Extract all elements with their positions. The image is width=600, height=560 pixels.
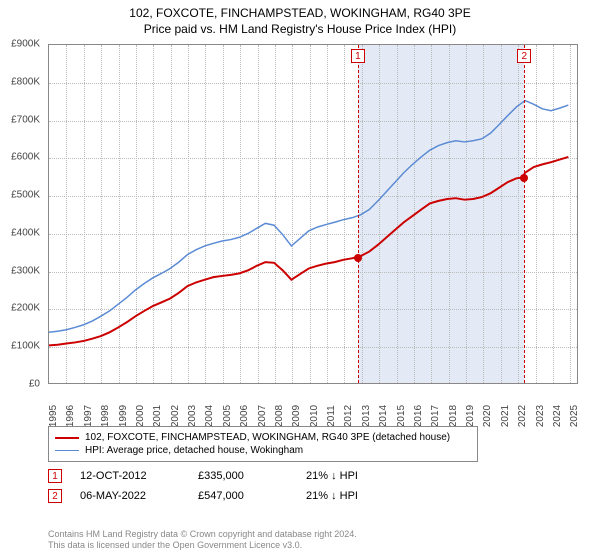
legend-label: HPI: Average price, detached house, Woki…	[85, 445, 303, 456]
x-tick-label: 2016	[413, 405, 424, 427]
x-tick-label: 2004	[204, 405, 215, 427]
y-tick-label: £300K	[11, 265, 40, 276]
x-tick-label: 2020	[482, 405, 493, 427]
x-tick-label: 2014	[378, 405, 389, 427]
legend-swatch	[55, 450, 79, 451]
x-tick-label: 1995	[48, 405, 59, 427]
chart-title: 102, FOXCOTE, FINCHAMPSTEAD, WOKINGHAM, …	[0, 0, 600, 20]
y-tick-label: £800K	[11, 76, 40, 87]
x-tick-label: 2008	[274, 405, 285, 427]
y-tick-label: £600K	[11, 152, 40, 163]
legend-item: HPI: Average price, detached house, Woki…	[55, 444, 471, 457]
x-tick-label: 2001	[152, 405, 163, 427]
x-tick-label: 1996	[65, 405, 76, 427]
x-tick-label: 2021	[500, 405, 511, 427]
footer-line-2: This data is licensed under the Open Gov…	[48, 540, 357, 552]
x-tick-label: 2003	[187, 405, 198, 427]
transaction-date: 06-MAY-2022	[80, 490, 180, 502]
marker-label-box: 2	[517, 49, 531, 63]
x-tick-label: 2019	[465, 405, 476, 427]
x-tick-label: 2023	[535, 405, 546, 427]
x-tick-label: 2024	[552, 405, 563, 427]
x-tick-label: 2006	[239, 405, 250, 427]
transaction-row: 1 12-OCT-2012 £335,000 21% ↓ HPI	[48, 466, 558, 486]
x-tick-label: 2013	[361, 405, 372, 427]
x-tick-label: 1999	[118, 405, 129, 427]
x-tick-label: 2007	[257, 405, 268, 427]
x-tick-label: 2018	[448, 405, 459, 427]
legend: 102, FOXCOTE, FINCHAMPSTEAD, WOKINGHAM, …	[48, 426, 478, 462]
chart-container: 102, FOXCOTE, FINCHAMPSTEAD, WOKINGHAM, …	[0, 0, 600, 560]
transaction-table: 1 12-OCT-2012 £335,000 21% ↓ HPI 2 06-MAY-202…	[48, 466, 558, 506]
transaction-change: 21% ↓ HPI	[306, 490, 406, 502]
legend-item: 102, FOXCOTE, FINCHAMPSTEAD, WOKINGHAM, …	[55, 431, 471, 444]
y-tick-label: £100K	[11, 341, 40, 352]
x-tick-label: 1998	[100, 405, 111, 427]
x-tick-label: 2015	[396, 405, 407, 427]
transaction-marker: 1	[48, 469, 62, 483]
marker-dot	[354, 254, 362, 262]
series-price_paid	[49, 157, 568, 345]
x-tick-label: 2011	[326, 405, 337, 427]
x-tick-label: 2002	[170, 405, 181, 427]
marker-label-box: 1	[351, 49, 365, 63]
transaction-price: £547,000	[198, 490, 288, 502]
series-hpi	[49, 101, 568, 333]
y-tick-label: £400K	[11, 227, 40, 238]
y-axis-labels: £0£100K£200K£300K£400K£500K£600K£700K£80…	[0, 44, 44, 384]
y-tick-label: £900K	[11, 39, 40, 50]
plot-area: 12	[48, 44, 578, 384]
legend-label: 102, FOXCOTE, FINCHAMPSTEAD, WOKINGHAM, …	[85, 432, 450, 443]
x-tick-label: 2010	[309, 405, 320, 427]
x-tick-label: 2009	[291, 405, 302, 427]
x-tick-label: 2012	[343, 405, 354, 427]
x-tick-label: 2017	[430, 405, 441, 427]
marker-line	[358, 45, 359, 383]
x-tick-label: 2005	[222, 405, 233, 427]
transaction-date: 12-OCT-2012	[80, 470, 180, 482]
y-tick-label: £0	[29, 379, 40, 390]
transaction-marker: 2	[48, 489, 62, 503]
marker-dot	[520, 174, 528, 182]
x-tick-label: 2000	[135, 405, 146, 427]
y-tick-label: £700K	[11, 114, 40, 125]
footer-line-1: Contains HM Land Registry data © Crown c…	[48, 529, 357, 541]
y-tick-label: £200K	[11, 303, 40, 314]
line-svg	[49, 45, 577, 383]
x-tick-label: 1997	[83, 405, 94, 427]
legend-swatch	[55, 437, 79, 439]
transaction-price: £335,000	[198, 470, 288, 482]
y-tick-label: £500K	[11, 190, 40, 201]
footer-text: Contains HM Land Registry data © Crown c…	[48, 529, 357, 552]
chart-subtitle: Price paid vs. HM Land Registry's House …	[0, 20, 600, 36]
transaction-row: 2 06-MAY-2022 £547,000 21% ↓ HPI	[48, 486, 558, 506]
x-tick-label: 2022	[517, 405, 528, 427]
x-tick-label: 2025	[569, 405, 580, 427]
marker-line	[524, 45, 525, 383]
transaction-change: 21% ↓ HPI	[306, 470, 406, 482]
